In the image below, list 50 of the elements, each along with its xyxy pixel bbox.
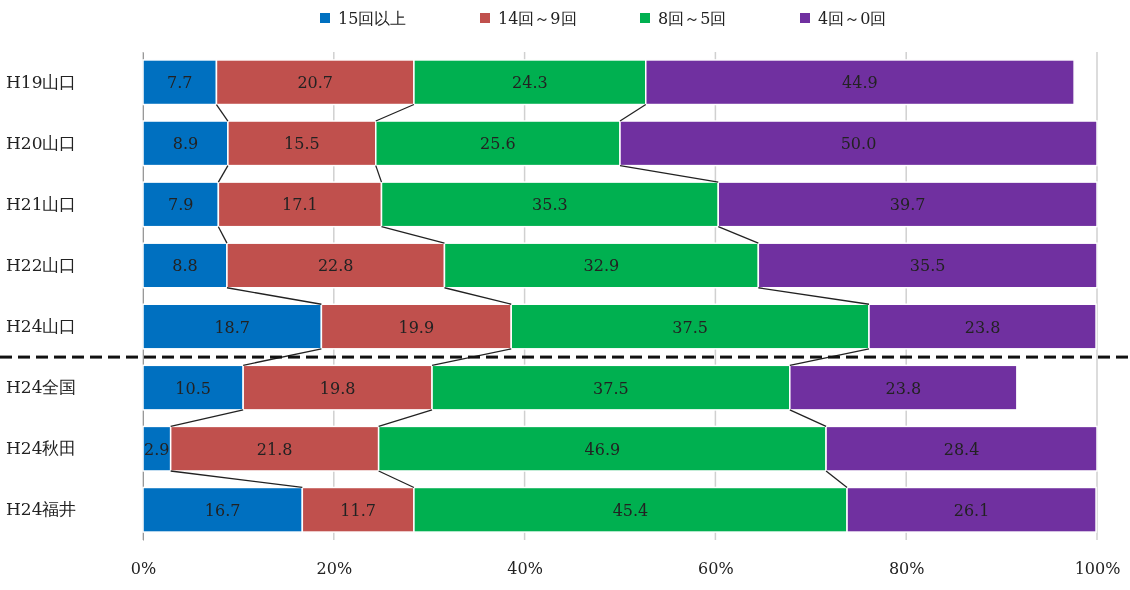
x-tick-label: 20% bbox=[316, 559, 353, 579]
data-label: 50.0 bbox=[840, 134, 877, 154]
data-label: 17.1 bbox=[282, 195, 318, 215]
data-label: 28.4 bbox=[943, 439, 980, 459]
data-label: 8.8 bbox=[172, 256, 198, 276]
legend-label: 15回以上 bbox=[338, 9, 407, 28]
data-label: 16.7 bbox=[204, 500, 241, 520]
y-tick-label: H19山口 bbox=[6, 71, 77, 92]
y-tick-label: H24全国 bbox=[6, 377, 77, 398]
data-label: 2.9 bbox=[144, 439, 170, 459]
legend-label: 8回～5回 bbox=[658, 9, 727, 28]
data-label: 10.5 bbox=[175, 378, 211, 398]
x-tick-label: 100% bbox=[1074, 559, 1121, 579]
data-label: 26.1 bbox=[953, 500, 990, 520]
data-label: 25.6 bbox=[480, 134, 516, 154]
data-label: 21.8 bbox=[256, 439, 293, 459]
x-tick-label: 80% bbox=[888, 559, 925, 579]
y-tick-label: H22山口 bbox=[6, 254, 77, 275]
data-label: 39.7 bbox=[889, 195, 926, 215]
y-tick-label: H24秋田 bbox=[6, 438, 77, 459]
data-label: 23.8 bbox=[885, 378, 922, 398]
x-tick-label: 40% bbox=[507, 559, 543, 579]
data-label: 19.9 bbox=[398, 317, 435, 337]
data-label: 20.7 bbox=[297, 73, 334, 93]
x-tick-label: 60% bbox=[698, 559, 734, 579]
data-label: 35.3 bbox=[532, 195, 568, 215]
x-tick-label: 0% bbox=[130, 559, 157, 579]
data-label: 44.9 bbox=[842, 73, 878, 93]
data-label: 37.5 bbox=[672, 317, 708, 337]
y-tick-label: H24山口 bbox=[6, 315, 77, 336]
data-label: 35.5 bbox=[909, 256, 946, 276]
y-tick-label: H21山口 bbox=[6, 193, 77, 214]
data-label: 7.7 bbox=[167, 73, 193, 93]
data-label: 11.7 bbox=[340, 500, 376, 520]
legend-label: 14回～9回 bbox=[498, 9, 577, 28]
data-label: 18.7 bbox=[214, 317, 251, 337]
y-tick-label: H24福井 bbox=[6, 499, 77, 520]
data-label: 32.9 bbox=[583, 256, 620, 276]
data-label: 46.9 bbox=[584, 439, 621, 459]
data-label: 15.5 bbox=[284, 134, 320, 154]
data-label: 24.3 bbox=[512, 73, 548, 93]
data-label: 8.9 bbox=[172, 134, 199, 154]
y-tick-label: H20山口 bbox=[6, 132, 77, 153]
data-label: 37.5 bbox=[593, 378, 629, 398]
data-label: 23.8 bbox=[964, 317, 1001, 337]
data-label: 7.9 bbox=[167, 195, 194, 215]
data-label: 22.8 bbox=[317, 256, 354, 276]
legend-label: 4回～0回 bbox=[818, 9, 887, 28]
data-label: 19.8 bbox=[319, 378, 356, 398]
data-label: 45.4 bbox=[612, 500, 649, 520]
